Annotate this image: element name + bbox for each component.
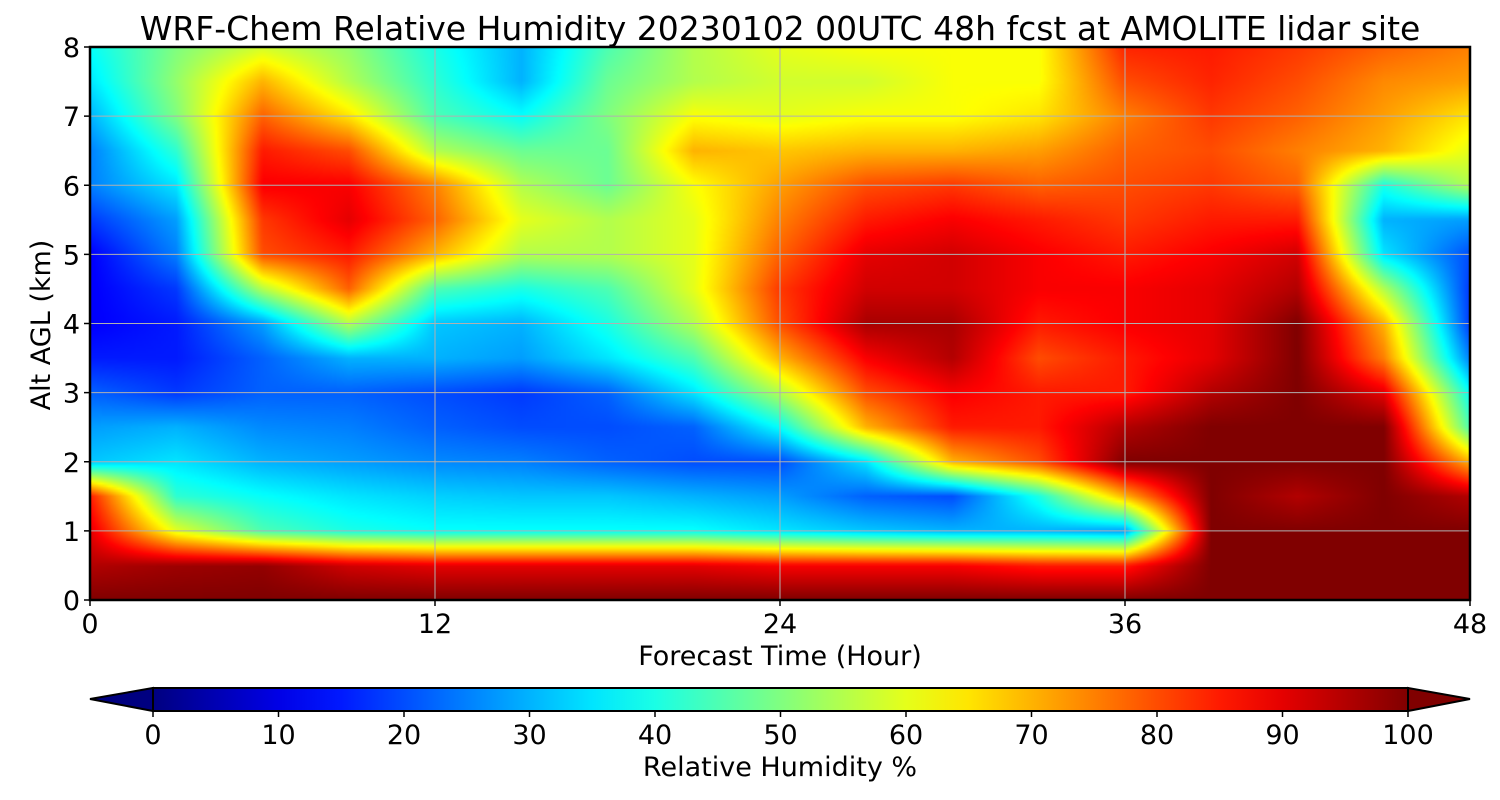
chart-title: WRF-Chem Relative Humidity 20230102 00UT…	[140, 9, 1421, 48]
y-axis-label: Alt AGL (km)	[26, 240, 57, 411]
colorbar-tick-label: 80	[1140, 720, 1174, 751]
colorbar-tick-label: 30	[512, 720, 546, 751]
colorbar-tick-label: 100	[1382, 720, 1434, 751]
y-axis: 0 1 2 3 4 5 6 7 8	[63, 33, 90, 617]
y-tick-label: 6	[63, 171, 80, 202]
x-axis: 0 12 24 36 48	[81, 600, 1487, 640]
colorbar-tick-label: 40	[638, 720, 672, 751]
y-tick-label: 0	[63, 586, 80, 617]
colorbar-tick-label: 10	[261, 720, 295, 751]
x-tick-label: 0	[81, 609, 98, 640]
colorbar-tick-label: 90	[1265, 720, 1299, 751]
y-tick-label: 2	[63, 448, 80, 479]
y-tick-label: 1	[63, 517, 80, 548]
colorbar-tick-label: 60	[889, 720, 923, 751]
x-tick-label: 12	[418, 609, 452, 640]
colorbar-tick-label: 50	[763, 720, 797, 751]
colorbar-tick-label: 0	[144, 720, 161, 751]
colorbar-extend-low	[89, 686, 154, 713]
x-tick-label: 36	[1108, 609, 1142, 640]
x-axis-label: Forecast Time (Hour)	[638, 641, 922, 672]
colorbar-ticks: 0 10 20 30 40 50 60 70 80 90 100	[144, 711, 1434, 751]
y-tick-label: 8	[63, 33, 80, 64]
y-tick-label: 4	[63, 310, 80, 341]
y-tick-label: 5	[63, 240, 80, 271]
colorbar-body	[152, 687, 1409, 712]
colorbar: 0 10 20 30 40 50 60 70 80 90 100 Relative Humidity…	[89, 686, 1471, 783]
y-tick-label: 7	[63, 102, 80, 133]
y-tick-label: 3	[63, 379, 80, 410]
colorbar-extend-high	[1407, 686, 1471, 713]
grid-lines	[90, 47, 1470, 600]
x-tick-label: 24	[763, 609, 797, 640]
colorbar-label: Relative Humidity %	[643, 752, 917, 783]
colorbar-tick-label: 70	[1014, 720, 1048, 751]
colorbar-tick-label: 20	[387, 720, 421, 751]
x-tick-label: 48	[1453, 609, 1487, 640]
